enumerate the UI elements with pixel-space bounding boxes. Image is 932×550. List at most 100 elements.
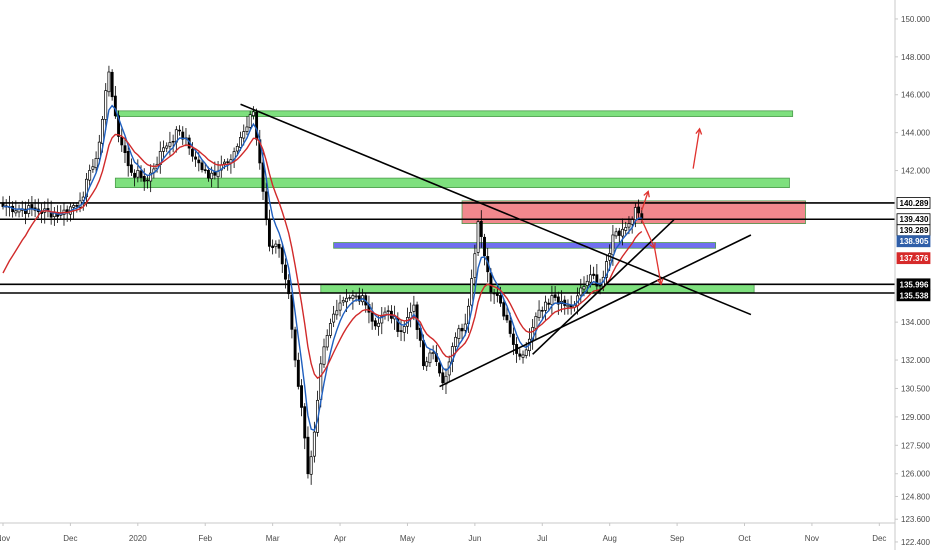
candle-body	[271, 245, 275, 248]
candle-body	[351, 295, 355, 299]
candle-body	[104, 90, 108, 120]
candle-body	[142, 176, 146, 182]
candle-body	[88, 170, 92, 181]
candle-body	[511, 333, 515, 345]
candle-body	[605, 261, 608, 278]
candle-body	[162, 147, 165, 152]
candle-body	[518, 353, 522, 357]
candle-body	[213, 171, 217, 176]
candle-body	[190, 148, 194, 157]
candle-body	[14, 210, 18, 214]
projection-arrow-0	[641, 191, 649, 211]
zone-0	[114, 110, 794, 117]
candle-body	[412, 304, 416, 312]
trendline-0	[240, 103, 752, 316]
candle-body	[296, 359, 300, 387]
candle-body	[460, 327, 464, 332]
price-badge-label: 137.376	[900, 254, 929, 263]
candle-body	[505, 314, 509, 321]
projection-arrowhead-2	[656, 278, 664, 286]
candle-body	[178, 129, 181, 132]
candle-body	[402, 326, 406, 333]
price-tick-label: 142.000	[901, 167, 930, 176]
price-tick-label: 130.500	[901, 384, 930, 393]
time-tick-label: Aug	[603, 534, 617, 543]
candle-body	[483, 236, 486, 257]
time-axis[interactable]: Nov Dec 2020 Feb Mar Apr May Jun Jul Aug Sep Oct Nov…	[0, 523, 886, 543]
candle-body	[463, 323, 467, 331]
time-tick-label: Sep	[670, 534, 685, 543]
projection-arrow-3	[692, 128, 701, 169]
candle-body	[123, 145, 127, 153]
candle-body	[540, 310, 544, 312]
candle-body	[338, 302, 342, 311]
candle-body	[348, 297, 352, 299]
candle-body	[479, 220, 483, 237]
candle-body	[309, 456, 313, 475]
candle-body	[614, 231, 618, 237]
candle-body	[598, 284, 602, 287]
time-tick-label: Dec	[872, 534, 886, 543]
candle-body	[75, 205, 79, 207]
candle-body	[534, 316, 538, 329]
candle-body	[332, 313, 336, 323]
candle-body	[94, 158, 98, 169]
fast-moving-average-line	[2, 104, 642, 432]
candle-body	[242, 131, 246, 139]
candle-body	[431, 352, 435, 354]
candle-body	[165, 145, 169, 149]
candle-body	[117, 115, 121, 137]
candles-layer	[1, 65, 644, 485]
price-badge-label: 135.538	[900, 291, 929, 300]
candle-body	[303, 406, 307, 439]
candle-body	[441, 372, 445, 384]
zones-layer	[114, 110, 806, 294]
price-tick-label: 148.000	[901, 53, 930, 62]
candle-body	[206, 169, 210, 179]
candle-body	[210, 172, 214, 180]
candle-body	[457, 328, 461, 339]
price-tick-label: 123.600	[901, 515, 930, 524]
candle-body	[537, 309, 541, 318]
projection-arrow-1	[641, 219, 656, 249]
price-tick-label: 127.500	[901, 441, 930, 450]
price-badges: 140.289 139.430 139.289 138.905 137.376 135.9…	[896, 197, 931, 302]
time-tick-label: Dec	[63, 534, 77, 543]
candle-body	[354, 295, 358, 298]
candle-body	[640, 213, 644, 219]
horizontal-lines-layer	[0, 202, 895, 294]
candle-body	[341, 300, 345, 303]
candle-body	[97, 141, 101, 160]
trendline-1	[439, 234, 752, 388]
candle-body	[277, 243, 281, 249]
candle-body	[637, 206, 641, 214]
candle-body	[489, 272, 493, 293]
price-tick-label: 122.400	[901, 538, 930, 547]
price-badge-label: 140.289	[900, 199, 929, 208]
time-tick-label: Feb	[198, 534, 212, 543]
candle-body	[110, 71, 114, 98]
candle-body	[322, 346, 326, 365]
candle-body	[357, 295, 361, 302]
candle-body	[495, 292, 499, 296]
time-tick-label: Apr	[334, 534, 347, 543]
candle-body	[171, 140, 175, 143]
price-tick-label: 132.000	[901, 356, 930, 365]
candle-body	[499, 295, 503, 304]
candle-body	[293, 329, 297, 361]
price-tick-label: 126.000	[901, 470, 930, 479]
candle-body	[508, 320, 512, 334]
candle-body	[377, 322, 381, 327]
candle-body	[579, 287, 583, 296]
candle-body	[261, 162, 265, 192]
candle-body	[328, 323, 332, 336]
price-axis[interactable]: 150.000 148.000 146.000 144.000 142.000 134.0…	[895, 15, 930, 547]
trendline-2	[532, 219, 675, 355]
candle-body	[280, 247, 284, 265]
candle-body	[149, 172, 153, 182]
candle-body	[633, 207, 637, 220]
candle-body	[335, 310, 339, 316]
candle-body	[454, 336, 458, 347]
candle-body	[521, 354, 525, 358]
candle-body	[428, 352, 432, 364]
